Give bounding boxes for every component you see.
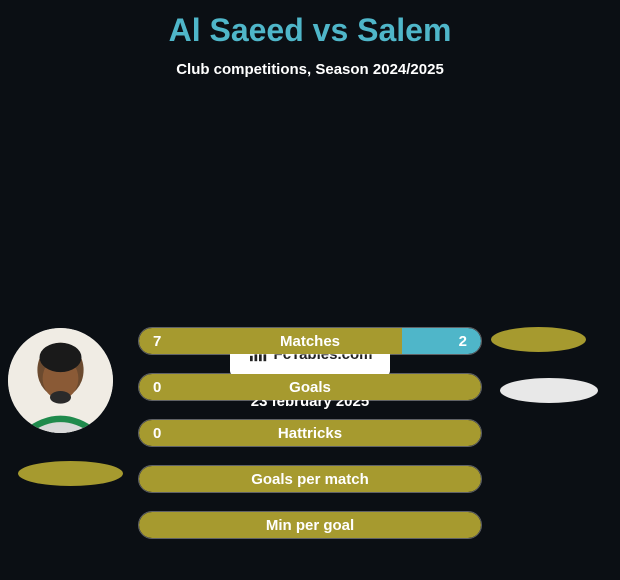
- content-area: 7 Matches 2 0 Goals 0 Hattricks Goals pe…: [0, 333, 620, 410]
- bar-label: Min per goal: [139, 512, 481, 538]
- bar-label: Matches: [139, 328, 481, 354]
- bar-matches: 7 Matches 2: [138, 327, 482, 355]
- club-oval-right-2: [500, 378, 598, 403]
- bar-goals: 0 Goals: [138, 373, 482, 401]
- bar-label: Goals per match: [139, 466, 481, 492]
- page-title: Al Saeed vs Salem: [0, 0, 620, 49]
- bar-label: Hattricks: [139, 420, 481, 446]
- club-oval-right-1: [491, 327, 586, 352]
- stat-bars: 7 Matches 2 0 Goals 0 Hattricks Goals pe…: [138, 327, 482, 557]
- player-left-avatar: [8, 328, 113, 433]
- bar-label: Goals: [139, 374, 481, 400]
- bar-goals-per-match: Goals per match: [138, 465, 482, 493]
- subtitle: Club competitions, Season 2024/2025: [0, 61, 620, 78]
- avatar-placeholder-icon: [8, 328, 113, 433]
- club-oval-left: [18, 461, 123, 486]
- bar-hattricks: 0 Hattricks: [138, 419, 482, 447]
- bar-min-per-goal: Min per goal: [138, 511, 482, 539]
- bar-value-right: 2: [459, 328, 467, 354]
- comparison-card: Al Saeed vs Salem Club competitions, Sea…: [0, 0, 620, 580]
